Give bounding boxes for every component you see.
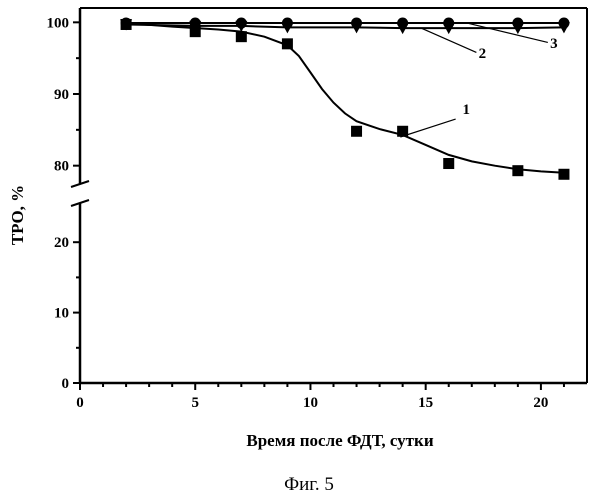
y-tick-label: 20 — [54, 235, 69, 251]
series-1-point — [558, 169, 569, 180]
series-3-point — [512, 18, 523, 29]
series-3-point — [558, 18, 569, 29]
y-axis-label: ТРО, % — [8, 185, 27, 245]
x-tick-label: 10 — [303, 395, 318, 411]
series-3-point — [190, 18, 201, 29]
series-3-point — [282, 18, 293, 29]
y-tick-label: 80 — [54, 159, 69, 175]
y-tick-label: 0 — [62, 376, 70, 392]
series-callouts: 1 2 3 — [400, 23, 557, 137]
figure: 0 5 10 15 20 0 10 20 80 90 100 1 2 3 ТРО, % Время по… — [0, 0, 614, 500]
series-3-leader — [467, 23, 548, 42]
series-3-point — [236, 18, 247, 29]
series-curves — [126, 23, 564, 173]
series-3-point — [351, 18, 362, 29]
x-tick-label: 20 — [533, 395, 548, 411]
series-3-point — [397, 18, 408, 29]
x-tick-label: 5 — [191, 395, 199, 411]
x-tick-label: 0 — [76, 395, 84, 411]
axis-ticks: 0 5 10 15 20 0 10 20 80 90 100 — [47, 15, 564, 411]
series-2-label: 2 — [479, 46, 487, 62]
y-tick-label: 10 — [54, 306, 69, 322]
series-1-label: 1 — [463, 102, 471, 118]
y-axis-break — [71, 181, 89, 206]
x-tick-label: 15 — [418, 395, 433, 411]
series-markers — [120, 18, 570, 180]
series-3-point — [121, 18, 132, 29]
series-3-label: 3 — [550, 36, 558, 52]
series-1-point — [443, 158, 454, 169]
series-1-point — [236, 31, 247, 42]
x-axis-label: Время после ФДТ, сутки — [246, 431, 433, 450]
series-1-point — [351, 126, 362, 137]
y-tick-label: 90 — [54, 87, 69, 103]
series-3-point — [443, 18, 454, 29]
series-1-leader — [400, 119, 455, 137]
series-1-point — [512, 165, 523, 176]
y-tick-label: 100 — [47, 15, 70, 31]
series-1-line — [126, 23, 564, 173]
series-1-point — [282, 38, 293, 49]
plot-area: 0 5 10 15 20 0 10 20 80 90 100 1 2 3 — [47, 8, 588, 411]
figure-caption: Фиг. 5 — [284, 474, 334, 495]
